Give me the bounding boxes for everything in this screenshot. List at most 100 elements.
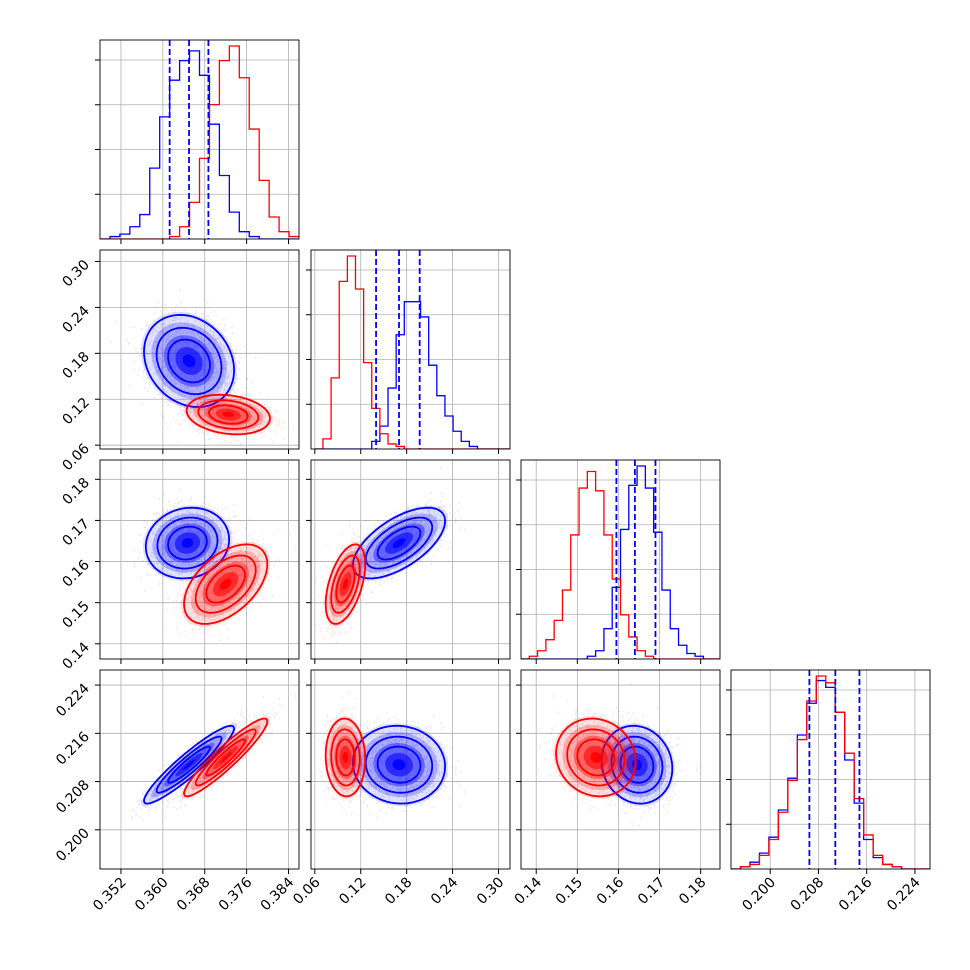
y-tick-label: 0.18	[59, 475, 92, 508]
y-tick-label: 0.24	[59, 303, 92, 336]
y-tick-label: 0.16	[59, 557, 92, 590]
density-fill-red	[219, 578, 232, 590]
contour-red	[205, 564, 247, 604]
contour-blue	[351, 506, 447, 580]
contour-red	[566, 728, 626, 787]
panel-frame	[310, 249, 511, 450]
panel-frame	[310, 669, 511, 870]
scatter-panel-1-3: 0.14 0.15 0.16 0.17 0.18	[59, 459, 300, 673]
contour-blue	[167, 525, 208, 561]
contour-blue	[619, 745, 655, 784]
scatter-points-red	[318, 692, 386, 816]
y-tick-label: 0.208	[53, 777, 93, 817]
histogram-blue	[521, 465, 720, 659]
density-fill-blue	[182, 759, 196, 771]
scatter-panel-1-4: 0.352 0.360 0.368 0.376 0.3840.2000.2080.216…	[53, 669, 300, 915]
x-tick-label: 0.06	[290, 874, 323, 907]
x-tick-label: 0.18	[382, 875, 415, 908]
density-fill-red	[222, 411, 235, 418]
y-tick-label: 0.30	[59, 257, 92, 290]
contour-red	[185, 393, 271, 436]
panel-frame	[99, 39, 300, 240]
histogram-red	[100, 45, 299, 239]
panel-frame	[730, 669, 931, 870]
contour-red	[335, 738, 356, 777]
x-tick-label: 0.12	[336, 875, 369, 908]
contour-blue	[155, 735, 223, 794]
x-tick-label: 0.30	[474, 875, 507, 908]
contour-red	[197, 399, 260, 430]
y-tick-label: 0.14	[59, 639, 92, 672]
y-tick-label: 0.06	[59, 441, 92, 474]
x-tick-label: 0.24	[428, 874, 461, 907]
histogram-panel-1	[95, 39, 300, 244]
y-tick-label: 0.12	[59, 395, 92, 428]
scatter-panel-2-3	[306, 459, 511, 664]
contour-red	[205, 738, 247, 777]
histogram-blue	[314, 301, 510, 449]
x-tick-label: 0.18	[676, 875, 709, 908]
contour-blue	[376, 525, 422, 561]
y-tick-label: 0.224	[53, 681, 93, 721]
histogram-panel-2	[306, 249, 511, 454]
x-tick-label: 0.14	[512, 874, 545, 907]
density-fill-blue	[182, 354, 196, 368]
y-tick-label: 0.17	[59, 516, 92, 549]
x-tick-label: 0.352	[90, 875, 130, 915]
contour-red	[183, 543, 269, 625]
scatter-panel-3-4: 0.14 0.15 0.16 0.17 0.18	[512, 669, 721, 908]
density-fill-red	[342, 578, 349, 590]
contour-red	[183, 717, 269, 798]
x-tick-label: 0.200	[739, 875, 779, 915]
x-tick-label: 0.216	[836, 874, 876, 914]
panel-frame	[520, 459, 721, 660]
panel-frame	[310, 459, 511, 660]
x-tick-label: 0.16	[594, 874, 627, 907]
x-tick-label: 0.224	[884, 874, 924, 914]
density-fill-red	[590, 752, 602, 763]
contour-red	[335, 564, 356, 604]
contour-blue	[167, 745, 211, 784]
panel-frame	[520, 669, 721, 870]
scatter-panel-1-2: 0.06 0.12 0.18 0.24 0.30	[59, 249, 300, 474]
density-fill-red	[342, 752, 349, 763]
contour-red	[324, 543, 367, 625]
contour-red	[194, 554, 257, 614]
density-fill-blue	[392, 538, 406, 548]
panel-frame	[99, 459, 300, 660]
panel-frame	[99, 249, 300, 450]
x-tick-label: 0.376	[216, 874, 256, 914]
histogram-red	[314, 255, 510, 449]
x-tick-label: 0.17	[635, 875, 668, 908]
histogram-red	[521, 470, 720, 659]
contour-red	[330, 554, 361, 614]
x-tick-label: 0.208	[788, 875, 828, 915]
contour-red	[324, 717, 367, 798]
x-tick-label: 0.368	[174, 875, 214, 915]
contour-blue	[167, 338, 211, 384]
histogram-panel-4: 0.200 0.208 0.216 0.224	[726, 669, 931, 915]
contour-red	[330, 728, 361, 787]
histogram-blue	[731, 679, 930, 869]
contour-red	[576, 738, 616, 777]
y-tick-label: 0.15	[59, 598, 92, 631]
x-tick-label: 0.15	[553, 875, 586, 908]
y-tick-label: 0.216	[53, 729, 93, 769]
contour-blue	[351, 724, 447, 805]
contour-red	[555, 717, 637, 798]
histogram-red	[731, 675, 930, 869]
contour-blue	[143, 313, 236, 408]
density-fill-blue	[392, 759, 406, 771]
contour-blue	[143, 724, 236, 805]
density-fill-red	[219, 752, 232, 763]
y-tick-label: 0.200	[53, 825, 93, 865]
x-tick-label: 0.360	[132, 875, 172, 915]
density-fill-blue	[181, 538, 194, 548]
contour-blue	[155, 326, 223, 396]
contour-red	[194, 728, 257, 787]
contour-blue	[156, 516, 219, 570]
panel-frame	[99, 669, 300, 870]
contour-blue	[610, 735, 664, 794]
contour-blue	[376, 745, 422, 784]
